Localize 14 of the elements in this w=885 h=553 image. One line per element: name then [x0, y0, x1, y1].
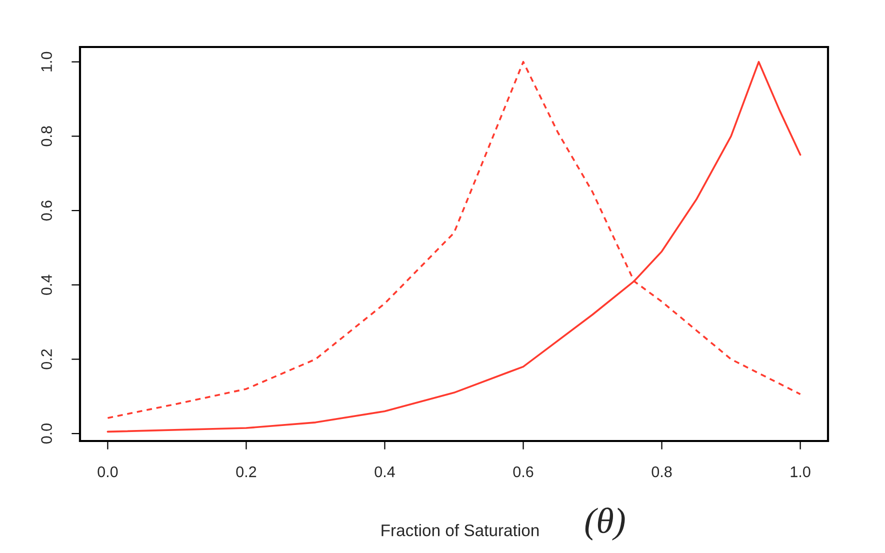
x-tick-label: 1.0 — [790, 466, 810, 478]
y-tick-label: 0.2 — [41, 349, 52, 370]
x-tick-label: 0.8 — [652, 466, 672, 478]
y-tick-label: 1.0 — [41, 52, 52, 72]
y-tick-label: 0.0 — [41, 424, 52, 444]
x-tick-label: 0.0 — [98, 466, 118, 478]
x-tick-label: 0.4 — [374, 466, 395, 478]
x-axis-title: Fraction of Saturation — [382, 524, 539, 536]
y-tick-label: 0.8 — [41, 126, 52, 146]
y-tick-label: 0.4 — [41, 274, 52, 295]
x-tick-label: 0.2 — [236, 466, 256, 478]
y-tick-label: 0.6 — [41, 200, 52, 221]
x-tick-label: 0.6 — [513, 466, 534, 478]
text: (θ) — [585, 508, 625, 540]
